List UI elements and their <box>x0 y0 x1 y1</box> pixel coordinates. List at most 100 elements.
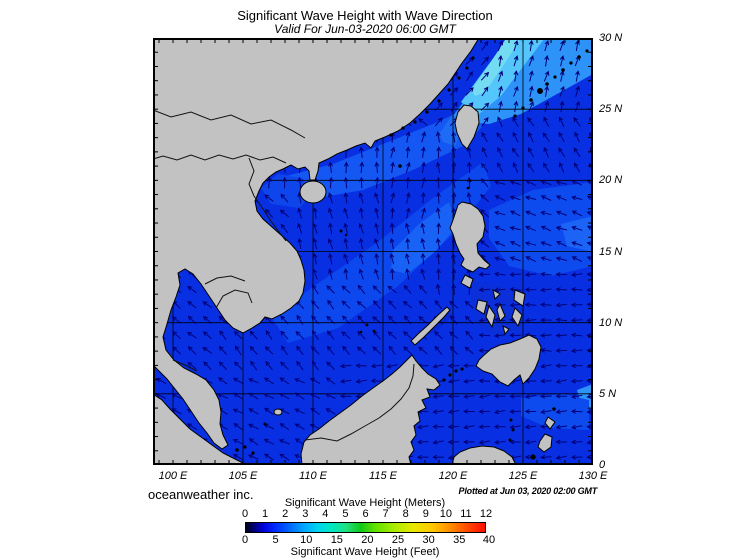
wave-direction-arrow <box>555 180 568 185</box>
wave-direction-arrow <box>374 192 380 204</box>
feet-tick-label: 25 <box>391 534 405 546</box>
wave-direction-arrow <box>420 268 426 280</box>
land-hainan <box>299 180 327 204</box>
wave-direction-arrow <box>529 70 534 82</box>
wave-direction-arrow <box>218 315 228 325</box>
wave-direction-arrow <box>512 131 519 143</box>
wave-direction-arrow <box>451 191 457 204</box>
wave-direction-arrow <box>479 240 490 248</box>
feet-tick-label: 10 <box>300 534 313 546</box>
meters-tick-label: 0 <box>241 508 249 520</box>
wave-direction-arrow <box>374 161 380 174</box>
lon-tick-label: 100 E <box>158 470 188 482</box>
wave-direction-arrow <box>372 346 382 355</box>
meters-tick-label: 3 <box>302 508 309 520</box>
wave-direction-arrow <box>496 132 504 142</box>
wave-direction-arrow <box>464 346 474 355</box>
wave-direction-arrow <box>570 409 583 414</box>
wave-direction-arrow <box>480 193 490 203</box>
wave-direction-arrow <box>493 409 506 415</box>
wave-direction-arrow <box>509 439 521 445</box>
wave-direction-arrow <box>434 330 443 340</box>
wave-direction-arrow <box>264 346 274 355</box>
wave-direction-arrow <box>570 363 583 369</box>
wave-direction-arrow <box>297 222 303 234</box>
land-halmahera-north <box>544 416 556 430</box>
wave-direction-arrow <box>528 131 534 143</box>
wave-direction-arrow <box>481 86 489 97</box>
wave-direction-arrow <box>374 176 380 189</box>
wave-direction-arrow <box>217 377 228 385</box>
wave-direction-arrow <box>357 284 366 295</box>
wave-direction-arrow <box>187 300 197 309</box>
wave-direction-arrow <box>436 146 442 158</box>
wave-direction-arrow <box>513 85 519 97</box>
wave-direction-arrow <box>573 117 581 127</box>
wave-direction-arrow <box>451 146 457 158</box>
wave-direction-arrow <box>387 331 397 340</box>
wave-direction-arrow <box>511 147 520 158</box>
wave-direction-arrow <box>326 361 335 370</box>
wave-direction-arrow <box>358 237 364 250</box>
wave-direction-arrow <box>249 330 258 340</box>
lat-tick-label: 30 N <box>599 32 623 44</box>
wave-direction-arrow <box>187 346 197 355</box>
wave-direction-arrow <box>540 302 552 308</box>
wave-direction-arrow <box>171 393 182 399</box>
wave-direction-arrow <box>574 131 580 143</box>
wave-direction-arrow <box>542 162 550 173</box>
wave-direction-arrow <box>405 237 411 250</box>
wave-direction-arrow <box>327 207 333 219</box>
wave-direction-arrow <box>524 302 537 308</box>
land-sumatra <box>153 393 248 465</box>
wave-direction-arrow <box>405 253 410 265</box>
wave-direction-arrow <box>405 207 411 219</box>
land-masses <box>153 38 556 465</box>
wave-direction-arrow <box>233 330 243 340</box>
wave-direction-arrow <box>355 363 367 369</box>
wave-direction-arrow <box>171 408 182 415</box>
wave-direction-arrow <box>374 252 380 265</box>
wave-direction-arrow <box>527 117 535 127</box>
wave-direction-arrow <box>450 87 459 96</box>
wave-direction-arrow <box>405 146 411 158</box>
land-leyte <box>511 307 523 328</box>
wave-direction-arrow <box>463 363 475 369</box>
wave-direction-arrow <box>372 285 382 294</box>
wave-direction-arrow <box>555 409 568 415</box>
meters-tick-label: 8 <box>402 508 409 520</box>
wave-direction-arrow <box>343 161 349 174</box>
wave-direction-arrow <box>432 363 444 369</box>
wave-direction-arrow <box>405 161 411 173</box>
wave-height-colorbar <box>245 522 486 533</box>
wave-direction-arrow <box>493 393 506 399</box>
wave-direction-arrow <box>263 377 274 385</box>
wave-direction-arrow <box>420 146 426 158</box>
wave-direction-arrow <box>558 147 566 158</box>
wave-direction-arrow <box>449 300 459 309</box>
wave-direction-arrow <box>509 409 521 414</box>
wave-direction-arrow <box>297 237 303 250</box>
wave-direction-arrow <box>556 241 567 247</box>
map-border <box>153 38 593 465</box>
wave-direction-arrow <box>543 70 550 82</box>
wave-direction-arrow <box>570 378 583 384</box>
wave-direction-arrow <box>540 363 552 369</box>
wave-direction-arrow <box>466 192 472 204</box>
wave-direction-arrow <box>233 392 244 400</box>
wave-direction-arrow <box>436 191 441 204</box>
wave-direction-arrow <box>480 102 490 111</box>
wave-direction-arrow <box>528 55 534 67</box>
wave-direction-arrow <box>390 207 395 219</box>
wave-direction-arrow <box>570 348 583 354</box>
wave-direction-arrow <box>540 454 552 460</box>
wave-direction-arrow <box>294 392 305 400</box>
wave-direction-arrow <box>463 394 475 399</box>
wave-direction-arrow <box>465 330 474 340</box>
meters-tick-label: 11 <box>460 508 472 520</box>
meters-tick-label: 9 <box>422 508 429 520</box>
wave-direction-arrow <box>555 348 568 354</box>
wave-direction-arrow <box>509 272 521 277</box>
wave-direction-arrow <box>420 237 426 250</box>
wave-direction-arrow <box>358 192 364 204</box>
